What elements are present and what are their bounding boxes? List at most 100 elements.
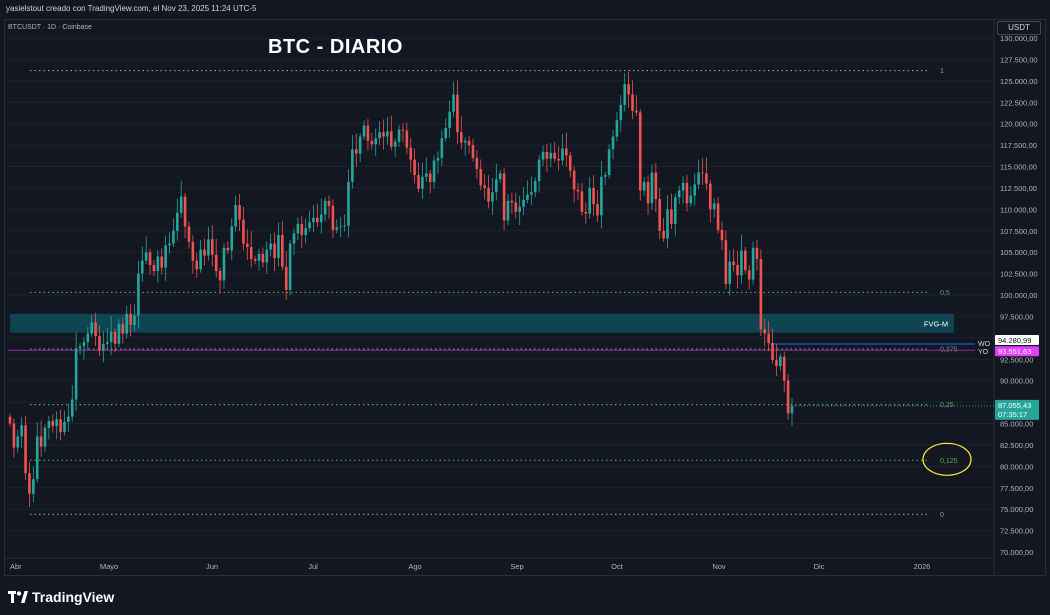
yo-price-tag-text: 93.551,63 bbox=[998, 347, 1031, 356]
candle-body bbox=[689, 195, 693, 204]
candle-body bbox=[265, 249, 269, 263]
chart-frame[interactable] bbox=[4, 19, 1046, 576]
candle-body bbox=[642, 181, 646, 191]
x-tick-label: Jul bbox=[308, 562, 318, 571]
candle-body bbox=[541, 151, 545, 160]
candle-body bbox=[627, 84, 630, 95]
candle-body bbox=[475, 157, 479, 170]
candle-body bbox=[662, 230, 665, 239]
candle-body bbox=[623, 84, 627, 105]
currency-button[interactable]: USDT bbox=[997, 21, 1041, 35]
candle-body bbox=[288, 243, 292, 290]
candle bbox=[358, 133, 362, 162]
y-axis: 70.000,00 72.500,00 75.000,00 77.500,00 80.0… bbox=[993, 19, 1038, 576]
candle-body bbox=[164, 245, 167, 268]
candle bbox=[537, 154, 541, 193]
candle bbox=[786, 374, 790, 420]
candle bbox=[211, 225, 214, 267]
candle bbox=[514, 192, 518, 219]
candle-body bbox=[362, 125, 366, 137]
candle-body bbox=[658, 199, 662, 231]
candle bbox=[409, 138, 413, 173]
candle bbox=[565, 132, 568, 167]
candle-body bbox=[537, 159, 541, 182]
candle-body bbox=[277, 235, 280, 259]
candle bbox=[603, 171, 607, 186]
candle bbox=[518, 195, 521, 226]
candle-body bbox=[133, 315, 136, 325]
candle bbox=[716, 196, 720, 234]
candle bbox=[105, 327, 109, 351]
candle bbox=[744, 247, 747, 274]
candle-body bbox=[98, 336, 101, 351]
tradingview-logo[interactable]: TradingView bbox=[8, 588, 114, 606]
candle-body bbox=[207, 239, 210, 256]
candle bbox=[747, 265, 751, 290]
candle-body bbox=[230, 226, 234, 251]
y-tick-label: 75.000,00 bbox=[1000, 505, 1033, 514]
candle bbox=[288, 240, 292, 295]
candle bbox=[117, 319, 121, 348]
candle-body bbox=[292, 233, 296, 244]
y-tick-label: 82.500,00 bbox=[1000, 441, 1033, 450]
candle bbox=[133, 304, 136, 332]
x-tick-label: Jun bbox=[206, 562, 218, 571]
candle-body bbox=[94, 322, 97, 337]
candle bbox=[654, 162, 658, 213]
candle bbox=[755, 239, 759, 271]
candle bbox=[697, 159, 700, 190]
candle-body bbox=[51, 420, 55, 427]
candle-body bbox=[615, 120, 619, 137]
candle-body bbox=[24, 425, 27, 474]
candle-body bbox=[218, 271, 222, 281]
candle-body bbox=[549, 152, 553, 159]
y-tick-label: 102.500,00 bbox=[1000, 270, 1038, 279]
candle bbox=[611, 130, 615, 160]
candle-body bbox=[90, 322, 94, 334]
candle bbox=[568, 151, 572, 178]
y-tick-label: 117.500,00 bbox=[1000, 141, 1037, 150]
candle bbox=[284, 250, 288, 300]
candle bbox=[463, 137, 467, 156]
candle bbox=[666, 195, 669, 249]
candle-body bbox=[191, 241, 195, 261]
candle bbox=[646, 175, 650, 215]
candle bbox=[24, 415, 27, 480]
candle-body bbox=[35, 436, 39, 480]
candle-body bbox=[125, 313, 129, 334]
candle bbox=[506, 194, 510, 226]
candle bbox=[168, 232, 171, 254]
candle-body bbox=[8, 416, 12, 424]
candle-body bbox=[487, 187, 490, 202]
y-tick-label: 90.000,00 bbox=[1000, 377, 1033, 386]
y-tick-label: 77.500,00 bbox=[1000, 484, 1033, 493]
candle-body bbox=[82, 342, 86, 347]
symbol-info: BTCUSDT · 1D · Coinbase bbox=[8, 24, 92, 31]
candle-body bbox=[498, 173, 502, 180]
candle bbox=[549, 143, 553, 168]
candle-body bbox=[603, 175, 607, 177]
candle-body bbox=[389, 131, 393, 147]
candle-body bbox=[693, 184, 697, 196]
candle-body bbox=[673, 197, 677, 224]
candle bbox=[736, 250, 739, 289]
candle-body bbox=[234, 205, 237, 227]
candle-body bbox=[592, 187, 595, 205]
candle bbox=[576, 183, 580, 200]
candle bbox=[740, 234, 743, 284]
candle bbox=[90, 314, 94, 337]
candle-body bbox=[502, 173, 506, 221]
candle-body bbox=[199, 249, 202, 270]
candle-body bbox=[183, 196, 187, 227]
candle-body bbox=[70, 399, 74, 417]
y-tick-label: 112.500,00 bbox=[1000, 184, 1037, 193]
candle bbox=[319, 198, 323, 234]
candle bbox=[257, 248, 261, 271]
x-tick-label: 2026 bbox=[914, 562, 931, 571]
candle-body bbox=[471, 145, 475, 158]
candle-body bbox=[20, 425, 23, 437]
candle-body bbox=[32, 479, 35, 494]
candle bbox=[767, 320, 770, 352]
candle-body bbox=[670, 209, 673, 224]
